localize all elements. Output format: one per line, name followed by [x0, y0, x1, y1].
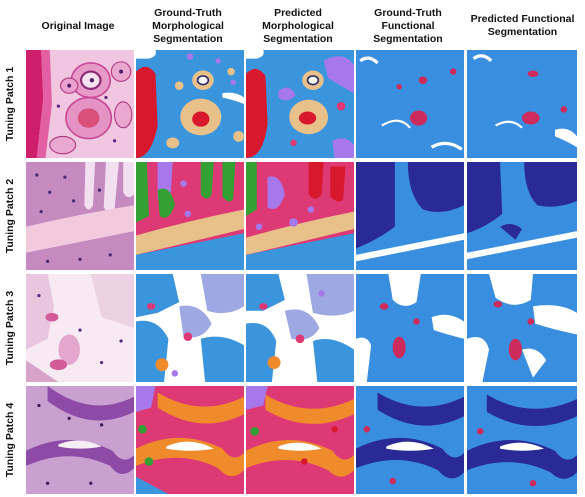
- patch-4-predicted-morphological: [246, 386, 354, 494]
- column-header-pred-morphological: Predicted Morphological Segmentation: [262, 6, 334, 45]
- patch-2-predicted-functional: [467, 162, 577, 270]
- row-label-patch-3: Tuning Patch 3: [4, 290, 17, 366]
- patch-3-predicted-morphological: [246, 274, 354, 382]
- patch-3-original-image: [26, 274, 134, 382]
- column-header-original: Original Image: [41, 19, 115, 32]
- patch-2-predicted-morphological: [246, 162, 354, 270]
- patch-3-predicted-functional: [467, 274, 577, 382]
- patch-3-gt-morphological: [136, 274, 244, 382]
- patch-4-gt-functional: [356, 386, 464, 494]
- patch-1-predicted-functional: [467, 50, 577, 158]
- row-label-patch-1: Tuning Patch 1: [4, 66, 17, 142]
- row-label-patch-2: Tuning Patch 2: [4, 178, 17, 254]
- row-label-patch-4: Tuning Patch 4: [4, 402, 17, 478]
- patch-4-original-image: [26, 386, 134, 494]
- patch-1-gt-morphological: [136, 50, 244, 158]
- column-header-gt-morphological: Ground-Truth Morphological Segmentation: [152, 6, 224, 45]
- patch-2-original-image: [26, 162, 134, 270]
- patch-1-gt-functional: [356, 50, 464, 158]
- patch-2-gt-morphological: [136, 162, 244, 270]
- patch-2-gt-functional: [356, 162, 464, 270]
- patch-3-gt-functional: [356, 274, 464, 382]
- patch-4-predicted-functional: [467, 386, 577, 494]
- column-header-pred-functional: Predicted Functional Segmentation: [470, 13, 575, 38]
- patch-1-predicted-morphological: [246, 50, 354, 158]
- column-header-gt-functional: Ground-Truth Functional Segmentation: [373, 6, 443, 45]
- patch-4-gt-morphological: [136, 386, 244, 494]
- patch-1-original-image: [26, 50, 134, 158]
